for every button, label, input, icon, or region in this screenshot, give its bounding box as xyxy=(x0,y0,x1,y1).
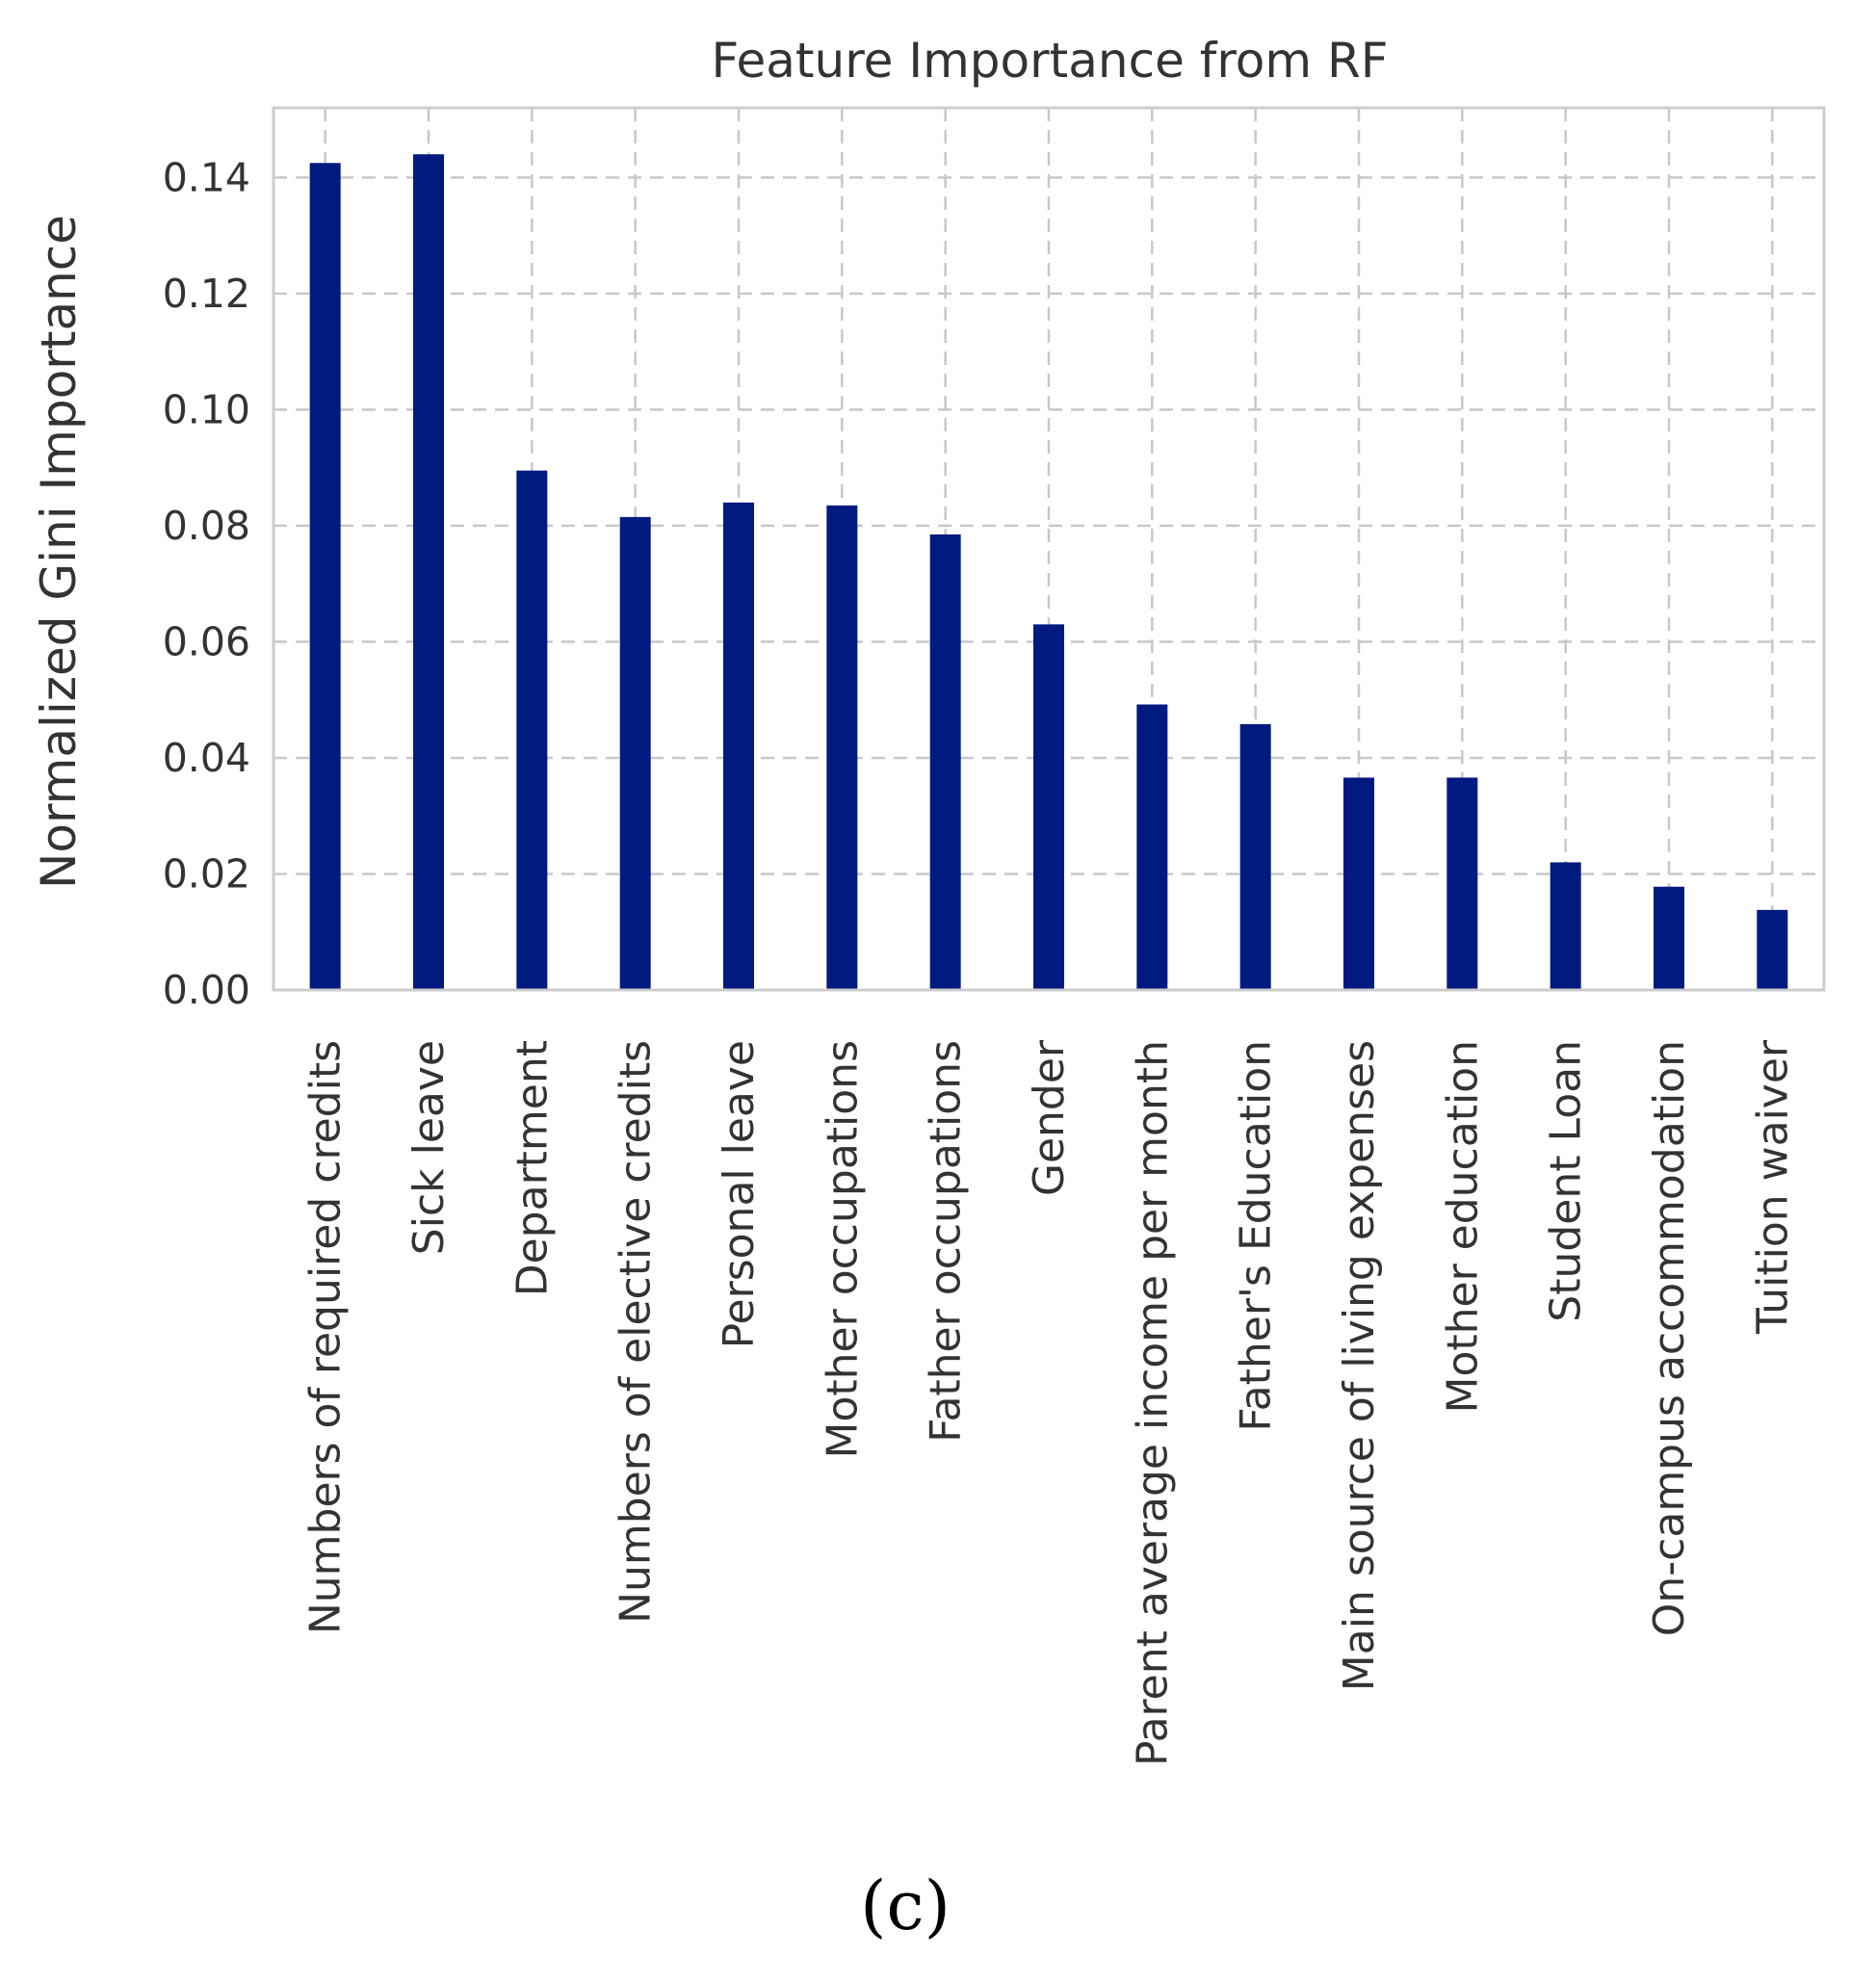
bar xyxy=(413,154,444,991)
x-tick-label: Tuition waiver xyxy=(1748,1039,1797,1335)
chart-title: Feature Importance from RF xyxy=(711,33,1388,89)
x-tick-label: On-campus accommodation xyxy=(1645,1040,1694,1636)
plot-area-frame xyxy=(272,106,1826,992)
x-tick-label: Department xyxy=(508,1040,557,1296)
bar xyxy=(723,502,754,990)
bar xyxy=(619,516,651,990)
x-tick-label: Gender xyxy=(1025,1039,1074,1196)
bar xyxy=(1136,704,1168,990)
x-tick-label: Sick leave xyxy=(404,1040,454,1255)
bar xyxy=(1239,723,1271,990)
y-tick-label: 0.12 xyxy=(163,271,250,317)
bar xyxy=(516,470,548,990)
y-tick-label: 0.08 xyxy=(163,503,250,549)
x-tick-label: Main source of living expenses xyxy=(1335,1040,1384,1691)
bars xyxy=(309,154,1788,991)
y-tick-label: 0.04 xyxy=(163,735,250,781)
y-tick-label: 0.10 xyxy=(163,386,250,432)
bar xyxy=(826,505,858,990)
y-tick-labels: 0.00 0.02 0.04 0.06 0.08 0.10 0.12 0.14 xyxy=(163,154,250,1013)
bar xyxy=(1343,777,1374,990)
x-tick-label: Father's Education xyxy=(1232,1040,1281,1432)
y-axis-label: Normalized Gini Importance xyxy=(31,215,87,889)
x-tick-label: Father occupations xyxy=(922,1040,971,1443)
x-tick-labels: Numbers of required credits Sick leave Dep… xyxy=(301,1039,1798,1766)
y-tick-label: 0.02 xyxy=(163,850,250,897)
y-tick-label: 0.00 xyxy=(163,967,250,1013)
y-tick-label: 0.06 xyxy=(163,618,250,664)
bar xyxy=(309,163,341,990)
x-tick-label: Mother education xyxy=(1438,1040,1487,1414)
x-tick-label: Personal leave xyxy=(715,1040,764,1348)
bar xyxy=(1757,909,1788,990)
bar xyxy=(929,534,961,990)
x-tick-label: Parent average income per month xyxy=(1128,1040,1177,1766)
bar xyxy=(1550,862,1581,990)
x-tick-label: Numbers of required credits xyxy=(301,1040,351,1634)
bar xyxy=(1446,777,1478,990)
panel-label: (c) xyxy=(860,1866,951,1945)
bar xyxy=(1033,624,1064,990)
y-tick-label: 0.14 xyxy=(163,154,250,200)
x-tick-label: Mother occupations xyxy=(818,1040,867,1458)
bar xyxy=(1654,886,1684,990)
x-tick-label: Numbers of elective credits xyxy=(612,1040,661,1624)
x-tick-label: Student Loan xyxy=(1542,1040,1591,1322)
